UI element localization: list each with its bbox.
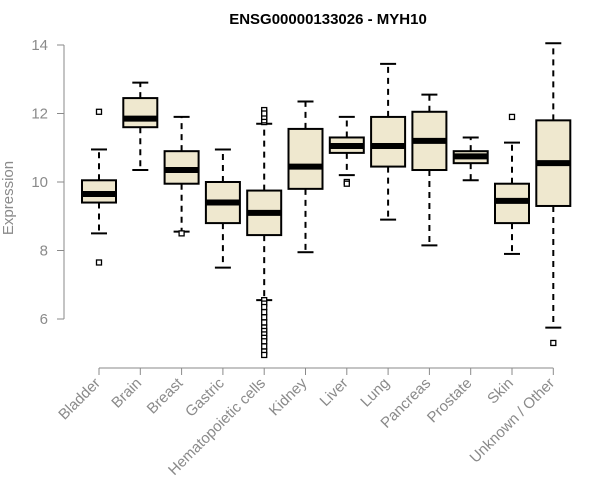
x-tick-label: Lung <box>357 375 393 411</box>
box-group <box>328 115 365 187</box>
y-tick-label: 12 <box>31 106 48 123</box>
y-tick-label: 10 <box>31 174 48 191</box>
box-iqr <box>287 127 324 190</box>
box-group <box>81 108 117 266</box>
box-group <box>452 136 489 182</box>
chart-title: ENSG00000133026 - MYH10 <box>229 11 427 28</box>
y-tick-label: 6 <box>40 311 48 328</box>
y-tick-label: 14 <box>31 37 48 54</box>
x-tick-label: Breast <box>144 374 187 417</box>
outlier-point <box>261 319 268 326</box>
box-iqr <box>370 115 407 168</box>
x-tick-label: Kidney <box>266 374 311 419</box>
outlier-point <box>261 303 268 311</box>
y-axis-label: Expression <box>0 161 17 235</box>
x-tick-label: Brain <box>108 375 145 412</box>
box-group <box>411 93 448 247</box>
y-tick-label: 8 <box>40 243 48 260</box>
box-iqr <box>122 97 159 129</box>
y-axis: 6 8 10 12 14 <box>31 37 65 328</box>
x-tick-label: Prostate <box>424 375 476 427</box>
outlier-point <box>343 180 350 187</box>
outlier-point <box>95 259 103 266</box>
x-tick-label: Bladder <box>55 375 104 424</box>
outlier-point <box>178 230 185 237</box>
plot-area <box>81 42 572 359</box>
box-group <box>370 62 407 221</box>
box-group <box>122 81 159 172</box>
outlier-point <box>261 308 268 316</box>
x-tick-label: Liver <box>317 375 352 410</box>
outlier-point <box>508 113 516 121</box>
x-tick-label: Skin <box>484 375 517 408</box>
outlier-point <box>95 108 103 115</box>
outlier-point <box>261 343 268 350</box>
outlier-point <box>261 110 268 117</box>
outlier-point <box>261 338 268 345</box>
box-group <box>246 106 283 359</box>
box-group <box>163 115 200 237</box>
box-group <box>287 100 324 254</box>
outlier-point <box>261 351 268 359</box>
outlier-point <box>261 314 268 321</box>
box-group <box>535 42 572 347</box>
outlier-point <box>550 339 557 347</box>
box-group <box>204 148 241 269</box>
box-group <box>494 113 530 255</box>
